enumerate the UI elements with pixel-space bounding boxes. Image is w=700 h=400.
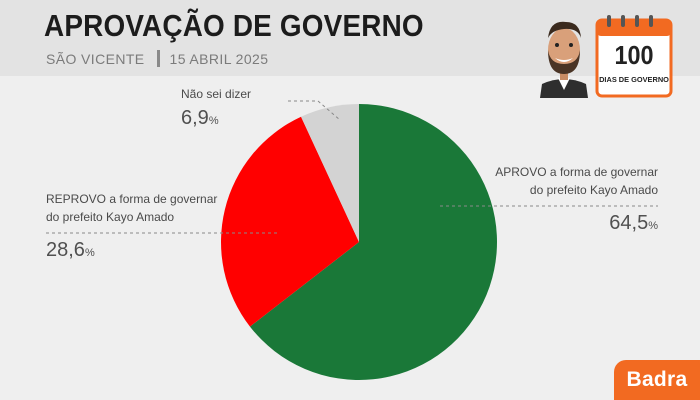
aprovo-label-line-1: APROVO a forma de governar — [495, 165, 658, 179]
pie-slice-nao-sei — [301, 104, 359, 242]
header-band — [0, 0, 700, 76]
aprovo-label: APROVO a forma de governar do prefeito K… — [495, 163, 658, 199]
reprovo-value: 28,6% — [46, 239, 95, 262]
nao-sei-label-line: Não sei dizer — [181, 87, 252, 101]
aprovo-value-unit: % — [648, 220, 658, 232]
calendar-icon — [595, 15, 673, 98]
aprovo-value-number: 64,5 — [609, 212, 649, 234]
reprovo-label: REPROVO a forma de governar do prefeito … — [46, 190, 217, 226]
page-title: APROVAÇÃO DE GOVERNO — [44, 8, 424, 43]
reprovo-value-unit: % — [84, 247, 95, 259]
date-label: 15 ABRIL 2025 — [169, 51, 269, 67]
aprovo-value: 64,5% — [609, 212, 658, 235]
brand-logo: Badra — [614, 360, 700, 400]
nao-sei-label: Não sei dizer — [181, 85, 251, 103]
mayor-caricature-icon — [540, 21, 588, 98]
leader-line-nao-sei — [288, 100, 341, 121]
location-label: SÃO VICENTE — [46, 51, 145, 67]
pie-slice-aprovo — [249, 104, 498, 381]
reprovo-label-line-2: do prefeito Kayo Amado — [46, 210, 175, 224]
nao-sei-value: 6,9% — [181, 107, 219, 130]
aprovo-label-line-2: do prefeito Kayo Amado — [529, 183, 658, 197]
nao-sei-value-number: 6,9 — [181, 107, 209, 129]
subtitle: SÃO VICENTE 15 ABRIL 2025 — [46, 50, 268, 67]
subtitle-separator — [156, 50, 160, 67]
pie-slice-reprovo — [221, 116, 359, 327]
reprovo-value-number: 28,6 — [46, 239, 85, 261]
nao-sei-value-unit: % — [208, 115, 219, 127]
reprovo-label-line-1: REPROVO a forma de governar — [46, 192, 218, 206]
